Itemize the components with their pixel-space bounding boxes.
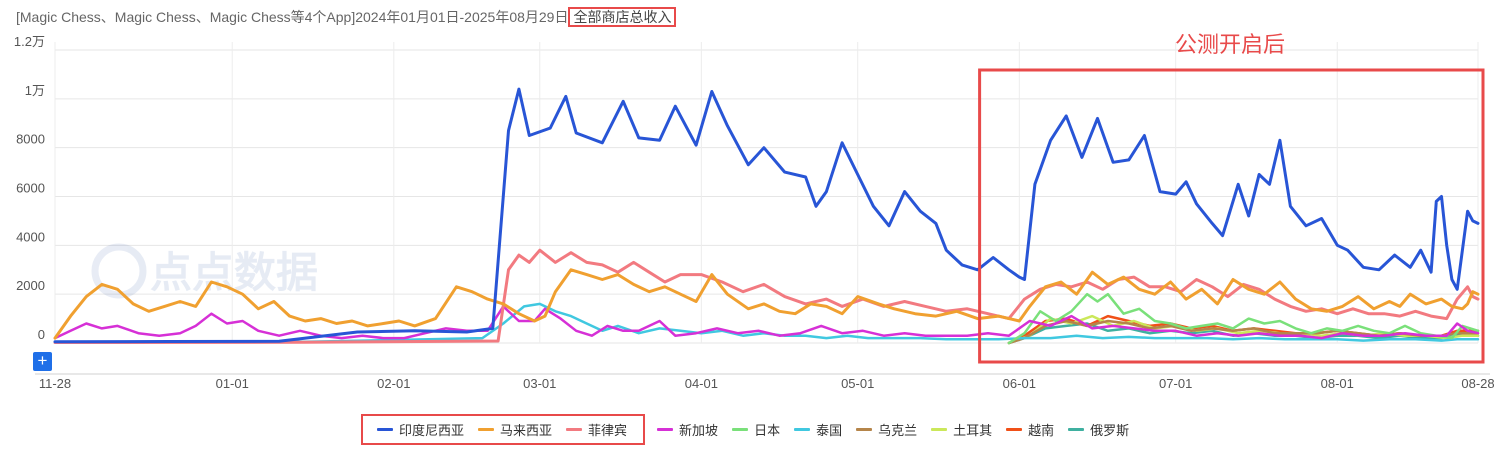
series-line	[53, 248, 1480, 344]
title-prefix: [Magic Chess、Magic Chess、Magic Chess等4个A…	[16, 9, 569, 25]
legend-item[interactable]: 土耳其	[931, 420, 992, 439]
legend-highlight-group: 印度尼西亚 马来西亚 菲律宾	[361, 413, 646, 445]
legend-item[interactable]: 马来西亚	[478, 420, 552, 439]
legend-label: 俄罗斯	[1090, 422, 1130, 438]
watermark-circle	[91, 243, 147, 299]
legend-swatch	[1006, 427, 1023, 431]
legend-item[interactable]: 泰国	[794, 420, 842, 439]
y-axis: 0 2000 4000 6000 8000 1万 1.2万	[14, 34, 45, 342]
legend-label: 新加坡	[679, 422, 719, 438]
y-tick-label: 0	[38, 327, 45, 342]
grid	[35, 42, 1490, 375]
legend-item[interactable]: 新加坡	[657, 420, 718, 439]
y-tick-label: 1.2万	[14, 34, 45, 49]
legend-label: 越南	[1028, 422, 1055, 438]
x-tick-label: 01-01	[216, 376, 249, 391]
legend-item[interactable]: 越南	[1006, 420, 1054, 439]
x-tick-label: 05-01	[841, 376, 874, 391]
legend-label: 菲律宾	[588, 422, 628, 438]
x-tick-label: 02-01	[377, 376, 410, 391]
legend-label: 泰国	[816, 422, 843, 438]
add-button[interactable]: +	[33, 352, 52, 371]
legend-item[interactable]: 菲律宾	[566, 420, 627, 439]
y-tick-label: 8000	[16, 132, 45, 147]
legend-swatch	[931, 427, 948, 431]
x-tick-label: 08-28	[1461, 376, 1494, 391]
legend-swatch	[856, 427, 873, 431]
y-tick-label: 4000	[16, 229, 45, 244]
x-tick-label: 03-01	[523, 376, 556, 391]
chart-title: [Magic Chess、Magic Chess、Magic Chess等4个A…	[16, 7, 677, 27]
title-highlight: 全部商店总收入	[568, 7, 677, 27]
legend-swatch	[478, 427, 495, 431]
legend-label: 乌克兰	[878, 422, 918, 438]
series-lines	[53, 87, 1480, 345]
legend-swatch	[794, 427, 811, 431]
x-tick-label: 06-01	[1003, 376, 1036, 391]
y-tick-label: 6000	[16, 181, 45, 196]
highlight-box	[978, 68, 1485, 364]
legend-label: 日本	[754, 422, 781, 438]
legend-label: 土耳其	[953, 422, 993, 438]
legend-item[interactable]: 俄罗斯	[1068, 420, 1129, 439]
legend-swatch	[1068, 427, 1085, 431]
series-line	[53, 305, 1480, 340]
annotation-label: 公测开启后	[1175, 32, 1286, 57]
series-line	[53, 87, 1480, 344]
legend-swatch	[657, 427, 674, 431]
legend-item[interactable]: 日本	[732, 420, 780, 439]
x-tick-label: 11-28	[39, 376, 71, 391]
legend-label: 马来西亚	[500, 422, 553, 438]
legend-swatch	[732, 427, 749, 431]
x-axis: 11-28 01-01 02-01 03-01 04-01 05-01 06-01 07-01…	[39, 376, 1495, 391]
legend: 印度尼西亚 马来西亚 菲律宾 新加坡 日本 泰国 乌克兰 土耳其 越南 俄罗斯	[361, 413, 1143, 445]
y-tick-label: 2000	[16, 278, 45, 293]
legend-item[interactable]: 印度尼西亚	[377, 420, 464, 439]
series-line	[53, 302, 1480, 344]
series-line	[53, 268, 1480, 340]
series-line	[1007, 292, 1480, 345]
legend-item[interactable]: 乌克兰	[856, 420, 917, 439]
legend-label: 印度尼西亚	[399, 422, 465, 438]
x-tick-label: 07-01	[1159, 376, 1192, 391]
x-tick-label: 08-01	[1321, 376, 1354, 391]
legend-swatch	[377, 427, 393, 431]
x-tick-label: 04-01	[685, 376, 718, 391]
y-tick-label: 1万	[25, 83, 45, 98]
series-line	[1007, 314, 1480, 345]
legend-swatch	[566, 427, 583, 431]
